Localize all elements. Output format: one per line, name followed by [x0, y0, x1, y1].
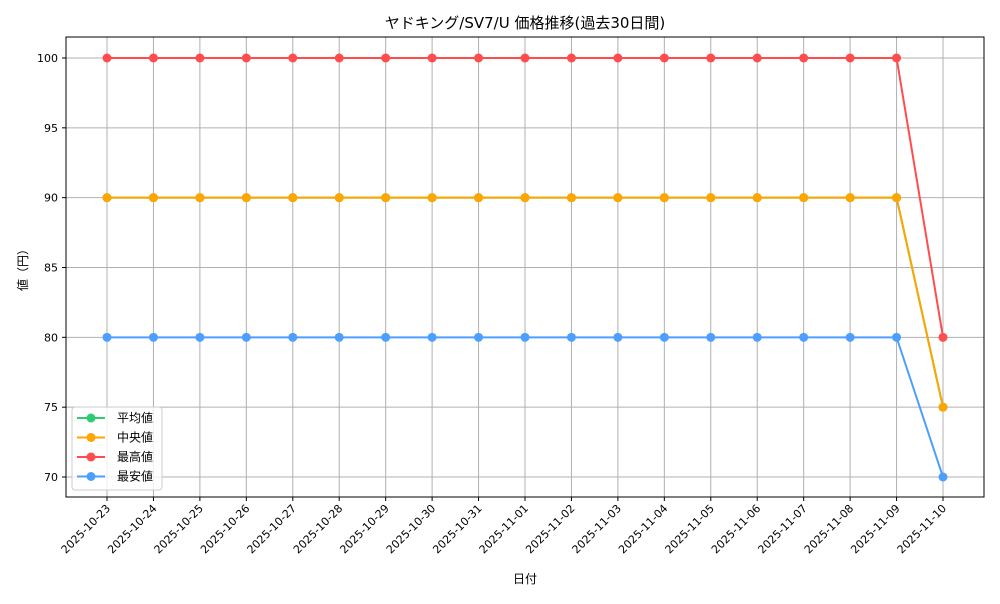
data-point: [474, 193, 484, 203]
data-point: [799, 53, 809, 63]
x-axis: 2025-10-232025-10-242025-10-252025-10-26…: [59, 497, 949, 556]
data-point: [845, 332, 855, 342]
data-point: [520, 332, 530, 342]
y-tick-label: 95: [44, 122, 58, 135]
data-point: [381, 332, 391, 342]
x-axis-label: 日付: [513, 572, 537, 586]
data-point: [381, 53, 391, 63]
y-tick-label: 85: [44, 262, 58, 275]
data-point: [334, 193, 344, 203]
legend-marker: [86, 452, 96, 462]
x-tick-label: 2025-11-10: [895, 502, 949, 556]
data-point: [427, 193, 437, 203]
series-layer: [102, 53, 948, 482]
data-point: [613, 332, 623, 342]
series-3: [102, 332, 948, 482]
data-point: [566, 53, 576, 63]
data-point: [241, 193, 251, 203]
series-2: [102, 53, 948, 342]
data-point: [102, 193, 112, 203]
legend-marker: [86, 472, 96, 481]
data-point: [102, 53, 112, 63]
data-point: [659, 193, 669, 203]
data-point: [566, 193, 576, 203]
data-point: [241, 53, 251, 63]
y-axis-label: 値（円）: [15, 243, 30, 291]
data-point: [892, 332, 902, 342]
data-point: [474, 332, 484, 342]
grid: [66, 37, 984, 497]
data-point: [799, 193, 809, 203]
legend-label: 平均値: [117, 410, 153, 425]
y-tick-label: 100: [37, 52, 58, 65]
data-point: [474, 53, 484, 63]
y-axis: 70 75 80 85 90 95 100: [37, 52, 66, 484]
data-point: [427, 332, 437, 342]
data-point: [102, 332, 112, 342]
data-point: [845, 193, 855, 203]
data-point: [288, 53, 298, 63]
data-point: [381, 193, 391, 203]
data-point: [288, 193, 298, 203]
data-point: [706, 193, 716, 203]
series-1: [102, 193, 948, 412]
data-point: [613, 53, 623, 63]
legend-label: 中央値: [117, 430, 153, 445]
legend-label: 最高値: [117, 449, 153, 464]
data-point: [195, 193, 205, 203]
legend-marker: [86, 413, 96, 423]
data-point: [659, 332, 669, 342]
data-point: [148, 53, 158, 63]
data-point: [241, 332, 251, 342]
data-point: [148, 332, 158, 342]
y-tick-label: 75: [44, 401, 58, 414]
data-point: [938, 402, 948, 412]
data-point: [938, 332, 948, 342]
data-point: [892, 53, 902, 63]
legend-marker: [86, 433, 96, 442]
data-point: [195, 332, 205, 342]
y-tick-label: 80: [44, 331, 58, 344]
chart-title: ヤドキング/SV7/U 価格推移(過去30日間): [385, 14, 666, 32]
data-point: [427, 53, 437, 63]
data-point: [520, 193, 530, 203]
data-point: [752, 332, 762, 342]
data-point: [845, 53, 855, 63]
data-point: [659, 53, 669, 63]
data-point: [892, 193, 902, 203]
data-point: [799, 332, 809, 342]
data-point: [148, 193, 158, 203]
data-point: [752, 53, 762, 63]
data-point: [706, 53, 716, 63]
data-point: [752, 193, 762, 203]
data-point: [520, 53, 530, 63]
data-point: [613, 193, 623, 203]
data-point: [938, 472, 948, 482]
y-tick-label: 70: [44, 471, 58, 484]
y-tick-label: 90: [44, 192, 58, 205]
data-point: [334, 332, 344, 342]
data-point: [288, 332, 298, 342]
data-point: [566, 332, 576, 342]
legend-label: 最安値: [117, 469, 153, 484]
data-point: [195, 53, 205, 63]
data-point: [706, 332, 716, 342]
legend-box: [71, 406, 163, 491]
data-point: [334, 53, 344, 63]
